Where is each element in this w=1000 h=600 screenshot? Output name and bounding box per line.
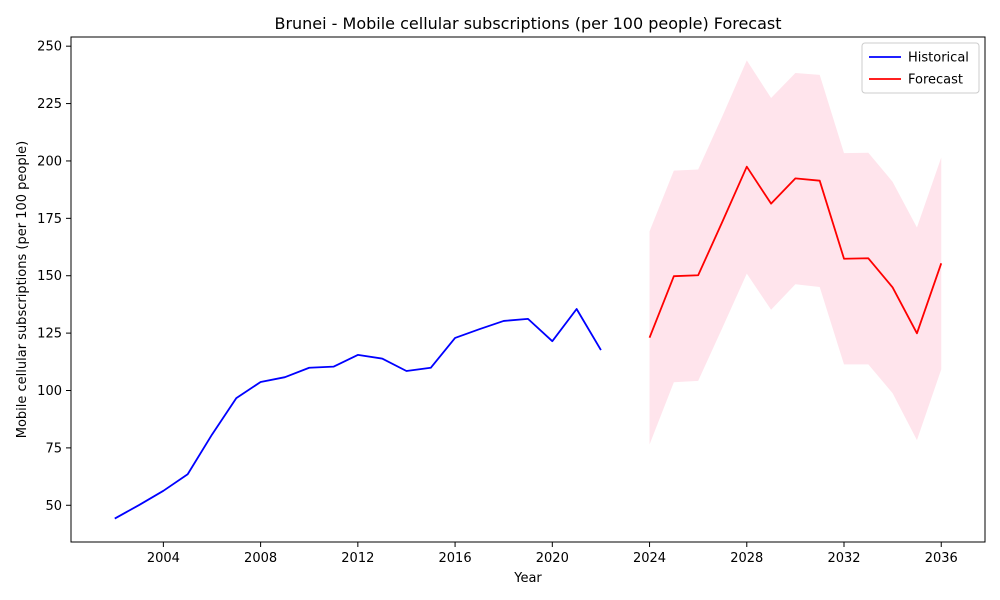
y-tick-label: 100 [37, 384, 62, 399]
y-tick-label: 125 [37, 327, 62, 342]
x-tick-label: 2020 [536, 551, 569, 566]
x-axis-title: Year [513, 571, 542, 586]
historical-series-line [114, 308, 602, 520]
plot-frame [70, 36, 986, 543]
x-tick-label: 2032 [827, 551, 860, 566]
y-tick-label: 250 [37, 40, 62, 55]
y-tick-label: 50 [45, 499, 62, 514]
y-tick-label: 75 [45, 441, 62, 456]
legend-box [861, 42, 980, 94]
x-tick-label: 2024 [633, 551, 666, 566]
axes-layer: 2004 2008 2012 2016 2020 2024 2028 2032 2036 50 75… [37, 36, 986, 566]
forecast-confidence-band [649, 60, 942, 445]
y-tick-label: 150 [37, 269, 62, 284]
y-axis-title: Mobile cellular subscriptions (per 100 p… [15, 141, 30, 439]
y-tick-label: 225 [37, 97, 62, 112]
x-tick-label: 2036 [925, 551, 958, 566]
forecast-series-line [648, 165, 943, 339]
y-tick-label: 175 [37, 212, 62, 227]
chart-title: Brunei - Mobile cellular subscriptions (… [274, 14, 781, 33]
legend-forecast-label: Forecast [908, 73, 963, 88]
series-lines-layer [114, 165, 943, 520]
legend: Historical Forecast [861, 42, 980, 94]
x-tick-label: 2008 [244, 551, 277, 566]
x-tick-label: 2016 [439, 551, 472, 566]
x-tick-label: 2012 [341, 551, 374, 566]
confidence-band-layer [649, 60, 942, 445]
x-tick-label: 2004 [147, 551, 180, 566]
x-tick-label: 2028 [730, 551, 763, 566]
legend-historical-label: Historical [908, 51, 969, 66]
y-tick-label: 200 [37, 154, 62, 169]
